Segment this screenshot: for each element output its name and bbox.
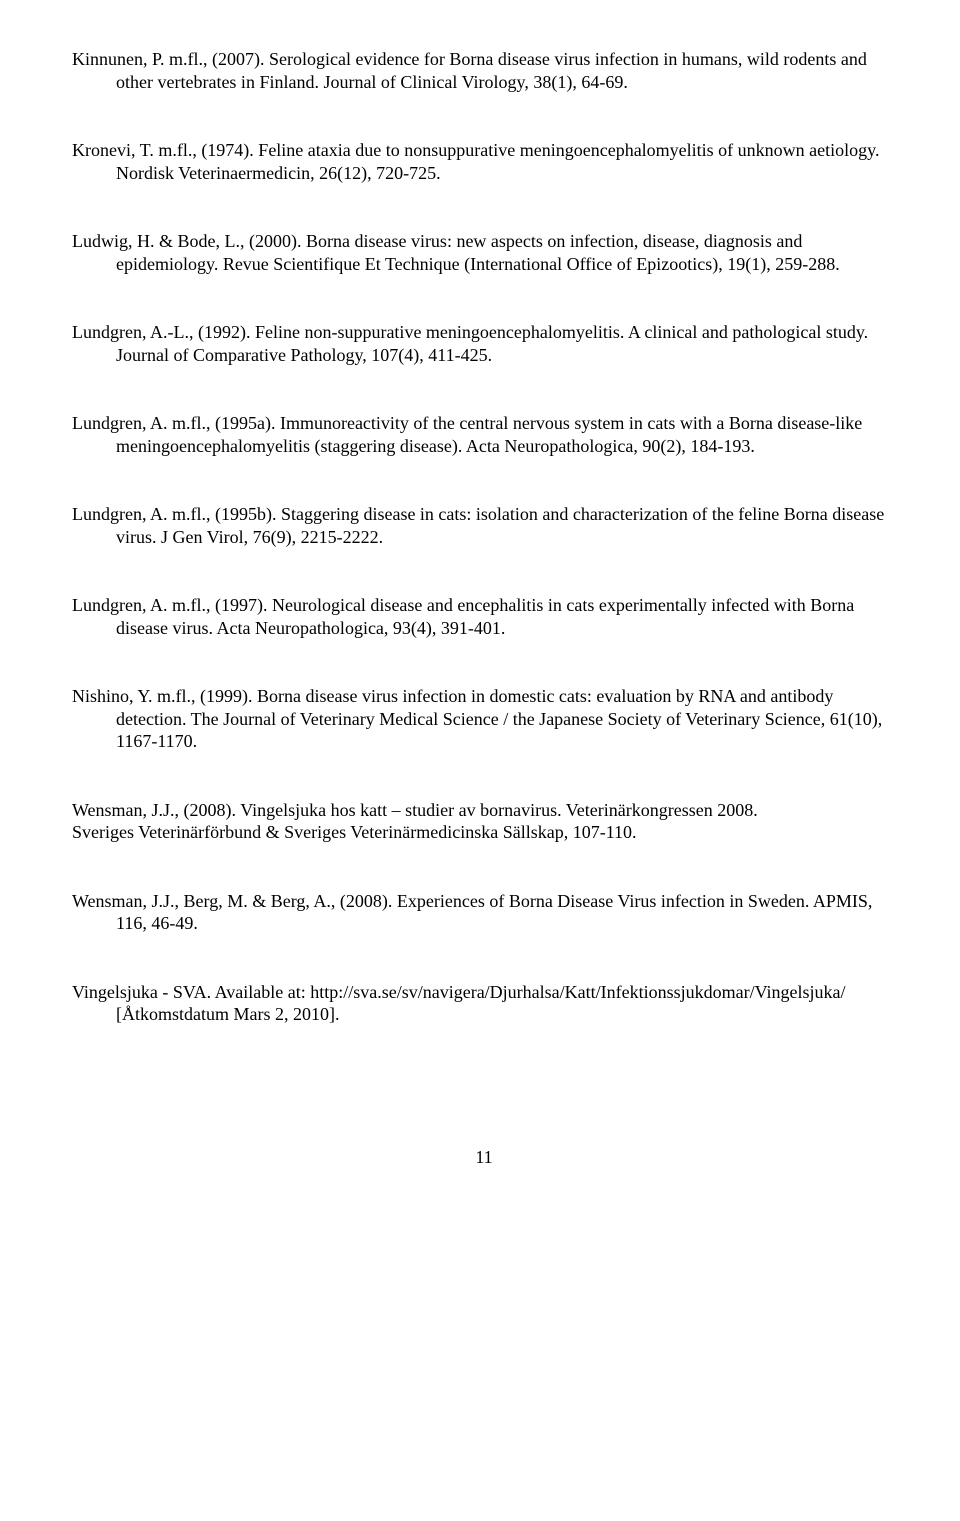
reference-entry: Lundgren, A. m.fl., (1995a). Immunoreact…	[72, 412, 896, 457]
reference-entry: Lundgren, A.-L., (1992). Feline non-supp…	[72, 321, 896, 366]
page-number: 11	[72, 1146, 896, 1169]
reference-entry: Wensman, J.J., (2008). Vingelsjuka hos k…	[72, 799, 896, 844]
reference-entry: Kronevi, T. m.fl., (1974). Feline ataxia…	[72, 139, 896, 184]
reference-text: Lundgren, A.-L., (1992). Feline non-supp…	[72, 322, 868, 365]
reference-entry: Kinnunen, P. m.fl., (2007). Serological …	[72, 48, 896, 93]
references-list: Kinnunen, P. m.fl., (2007). Serological …	[72, 48, 896, 1026]
reference-entry: Wensman, J.J., Berg, M. & Berg, A., (200…	[72, 890, 896, 935]
reference-text: Ludwig, H. & Bode, L., (2000). Borna dis…	[72, 231, 840, 274]
reference-text: Nishino, Y. m.fl., (1999). Borna disease…	[72, 686, 882, 751]
reference-entry: Vingelsjuka - SVA. Available at: http://…	[72, 981, 896, 1026]
reference-entry: Lundgren, A. m.fl., (1997). Neurological…	[72, 594, 896, 639]
reference-text: Kronevi, T. m.fl., (1974). Feline ataxia…	[72, 140, 880, 183]
reference-entry: Nishino, Y. m.fl., (1999). Borna disease…	[72, 685, 896, 753]
reference-text: Wensman, J.J., Berg, M. & Berg, A., (200…	[72, 891, 872, 934]
reference-text: Lundgren, A. m.fl., (1995a). Immunoreact…	[72, 413, 862, 456]
reference-text-line: Sveriges Veterinärförbund & Sveriges Vet…	[72, 821, 896, 844]
reference-text: Kinnunen, P. m.fl., (2007). Serological …	[72, 49, 867, 92]
reference-text: Lundgren, A. m.fl., (1997). Neurological…	[72, 595, 854, 638]
reference-text: Vingelsjuka - SVA. Available at: http://…	[72, 982, 846, 1025]
reference-text-line: Wensman, J.J., (2008). Vingelsjuka hos k…	[72, 799, 896, 822]
reference-entry: Lundgren, A. m.fl., (1995b). Staggering …	[72, 503, 896, 548]
reference-entry: Ludwig, H. & Bode, L., (2000). Borna dis…	[72, 230, 896, 275]
reference-text: Lundgren, A. m.fl., (1995b). Staggering …	[72, 504, 884, 547]
